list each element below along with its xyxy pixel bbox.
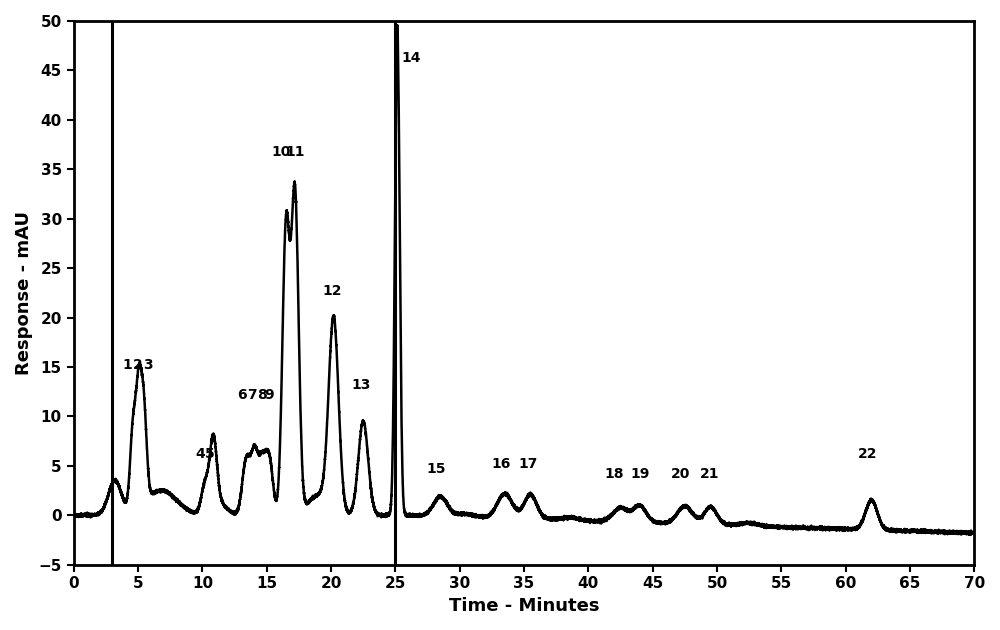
Text: 13: 13 <box>351 377 370 392</box>
Text: 1: 1 <box>123 358 133 372</box>
Text: 11: 11 <box>285 146 305 159</box>
Text: 12: 12 <box>323 284 342 298</box>
Y-axis label: Response - mAU: Response - mAU <box>15 211 33 375</box>
Text: 4: 4 <box>195 447 205 461</box>
Text: 21: 21 <box>700 467 719 481</box>
Text: 5: 5 <box>205 447 215 461</box>
Text: 19: 19 <box>630 467 650 481</box>
Text: 15: 15 <box>427 462 446 476</box>
Text: 7: 7 <box>247 387 257 401</box>
Text: 10: 10 <box>271 146 291 159</box>
Text: 9: 9 <box>264 387 274 401</box>
Text: 3: 3 <box>143 358 153 372</box>
Text: 20: 20 <box>671 467 691 481</box>
Text: 8: 8 <box>257 387 266 401</box>
X-axis label: Time - Minutes: Time - Minutes <box>449 597 599 615</box>
Text: 16: 16 <box>491 457 511 471</box>
Text: 14: 14 <box>401 52 421 66</box>
Text: 18: 18 <box>604 467 624 481</box>
Text: 17: 17 <box>518 457 538 471</box>
Text: 2: 2 <box>133 358 143 372</box>
Text: 6: 6 <box>237 387 247 401</box>
Text: 22: 22 <box>858 447 877 461</box>
